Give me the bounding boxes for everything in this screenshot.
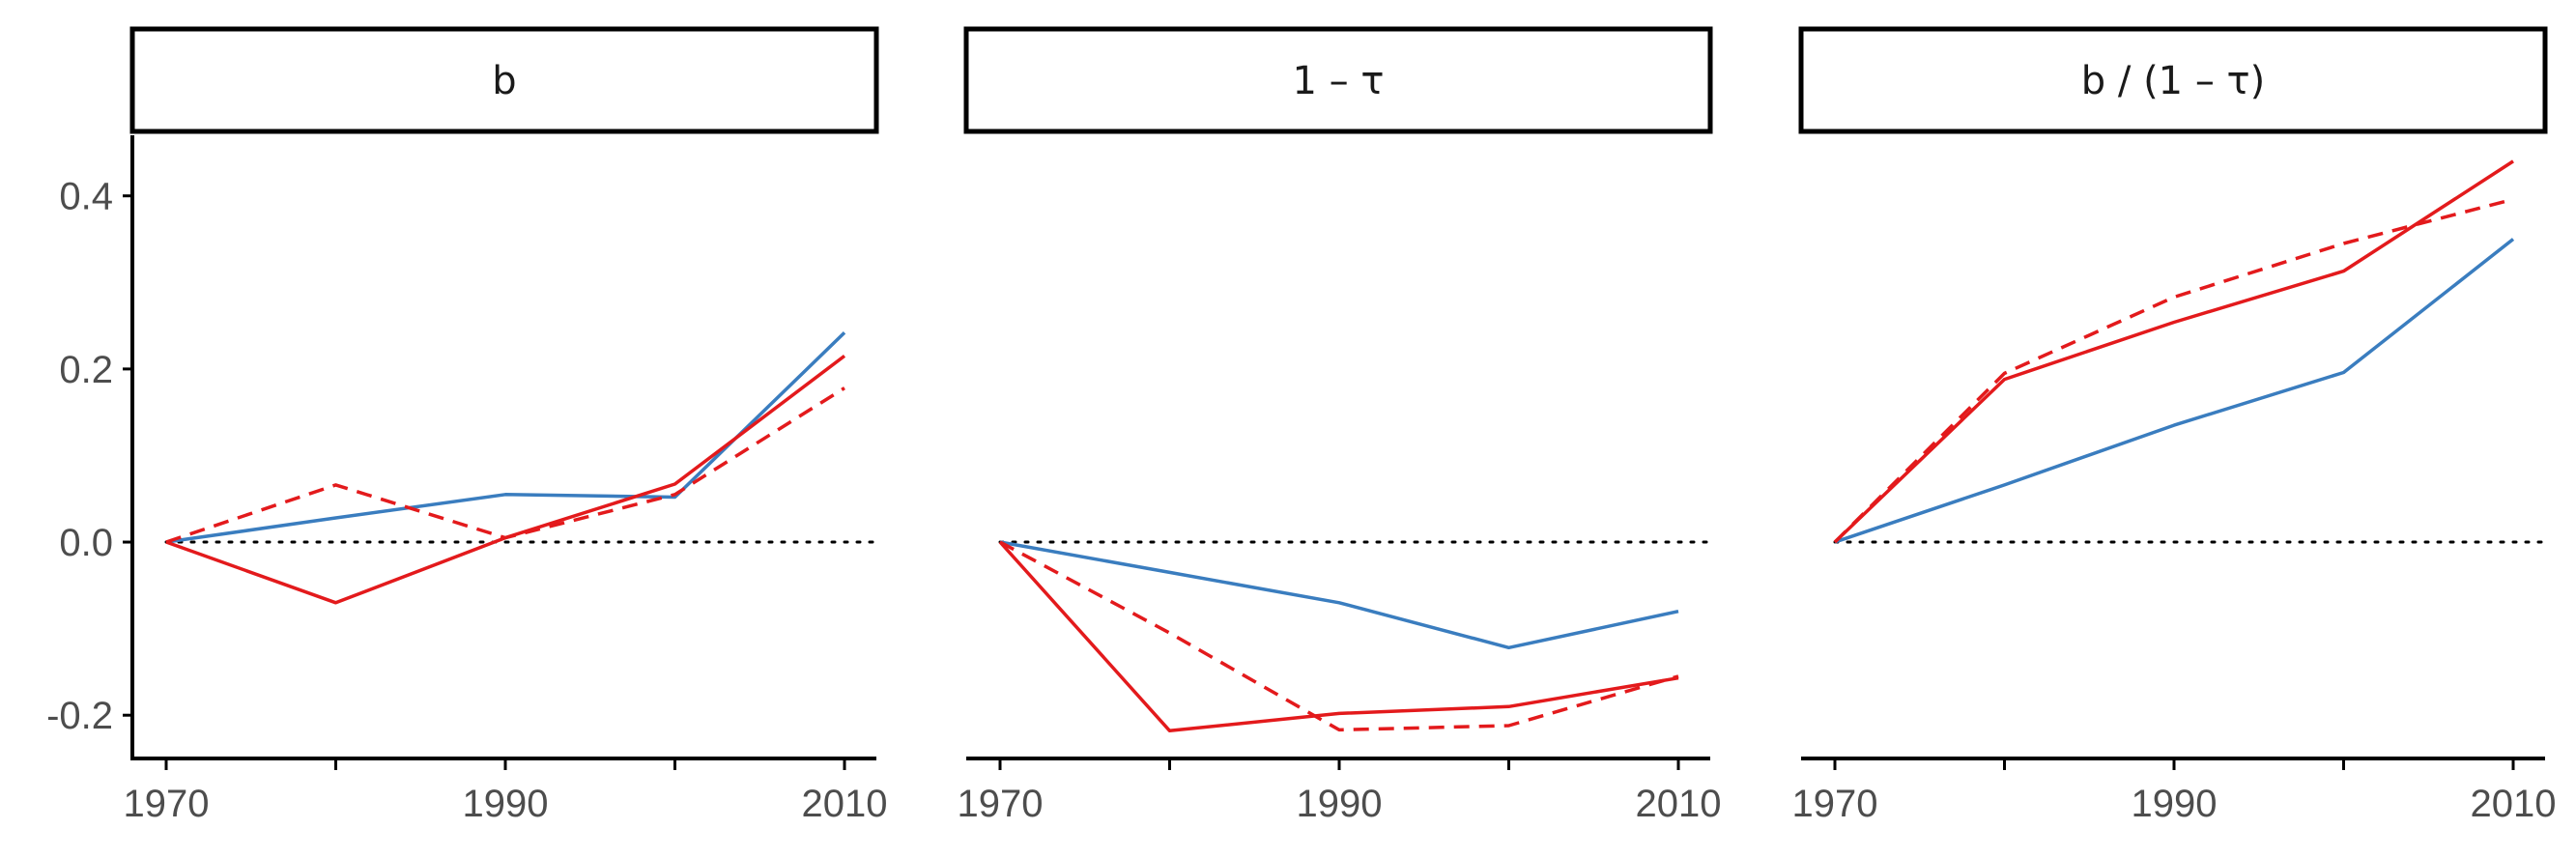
red-dashed-series-line [1833, 197, 2514, 544]
panel-3: b / (1 – τ) 1970 1990 2010 [1792, 26, 2557, 825]
x-tick-label: 1970 [1792, 783, 1878, 825]
x-tick-label: 2010 [802, 783, 888, 825]
blue-solid-series-line [165, 331, 846, 544]
panel-title: 1 – τ [1293, 59, 1385, 103]
x-tick-label: 1970 [958, 783, 1044, 825]
blue-solid-series-line [999, 540, 1679, 650]
panel-2: 1 – τ 1970 1990 2010 [958, 26, 1722, 825]
red-solid-series-line [1833, 159, 2514, 544]
x-tick-label: 2010 [1636, 783, 1722, 825]
y-tick-label: -0.2 [46, 695, 113, 737]
y-tick-label: 0.4 [59, 176, 113, 218]
panel-strip [129, 26, 879, 134]
x-tick-label: 2010 [2471, 783, 2557, 825]
y-tick-label: 0.2 [59, 349, 113, 391]
panel-strip [1798, 26, 2548, 134]
panel-title: b [492, 59, 516, 103]
y-axis-tick-labels: -0.2 0.0 0.2 0.4 [46, 176, 113, 737]
red-solid-series-line [998, 540, 1679, 733]
blue-solid-series-line [1834, 238, 2515, 544]
x-tick-label: 1990 [463, 783, 549, 825]
y-tick-label: 0.0 [59, 522, 113, 564]
x-tick-label: 1990 [1297, 783, 1383, 825]
panel-title: b / (1 – τ) [2081, 59, 2265, 103]
x-tick-label: 1970 [124, 783, 210, 825]
red-dashed-series-line [999, 540, 1679, 732]
red-solid-series-line [165, 355, 846, 605]
panel-1: b 1970 1990 2010 [123, 26, 888, 825]
red-dashed-series-line [165, 386, 845, 544]
x-tick-label: 1990 [2132, 783, 2218, 825]
panel-strip [963, 26, 1713, 134]
